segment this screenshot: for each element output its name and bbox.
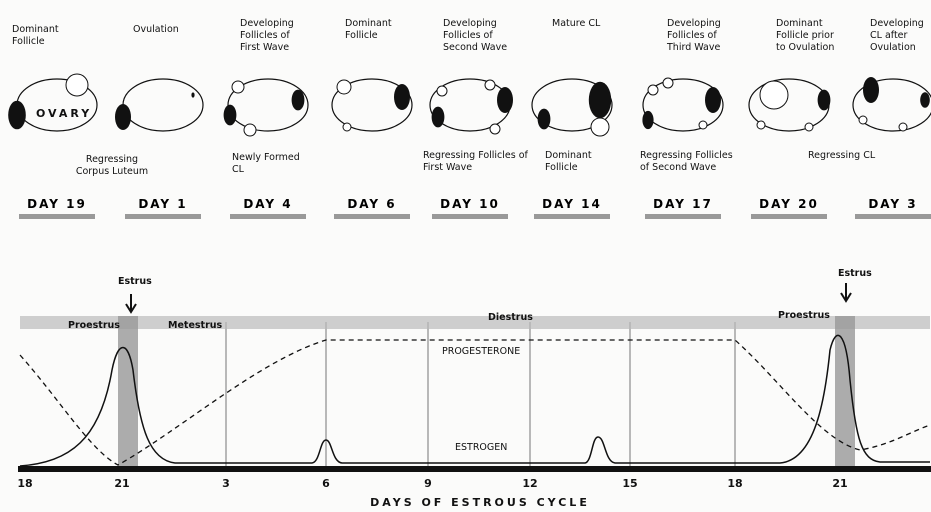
phase-label: Estrus <box>118 276 152 288</box>
corpus <box>589 82 611 118</box>
ovary <box>123 79 203 131</box>
tick-label: 18 <box>10 478 40 490</box>
corpus <box>705 87 721 113</box>
panel-label: Regressing Corpus Luteum <box>72 154 152 178</box>
panel-label: Developing Follicles of Third Wave <box>667 18 737 54</box>
follicle <box>591 118 609 136</box>
day-bar <box>751 214 827 219</box>
follicle <box>337 80 351 94</box>
follicle <box>648 85 658 95</box>
tick-label: 12 <box>515 478 545 490</box>
corpus <box>191 92 194 97</box>
follicle <box>899 123 907 131</box>
x-axis <box>18 466 931 472</box>
figure: Dominant Follicle OVARY Regressing Corpus … <box>0 0 931 512</box>
corpus <box>497 87 513 113</box>
panel-label: Ovulation <box>133 24 193 36</box>
follicle <box>859 116 867 124</box>
follicle <box>343 123 351 131</box>
corpus <box>642 111 653 129</box>
follicle <box>699 121 707 129</box>
phase-label: Proestrus <box>68 320 120 332</box>
tick-label: 21 <box>107 478 137 490</box>
axis-title: DAYS OF ESTROUS CYCLE <box>330 497 630 509</box>
panel-label: Developing CL after Ovulation <box>870 18 930 54</box>
panel-label: Dominant Follicle prior to Ovulation <box>776 18 846 54</box>
panel-label: Mature CL <box>552 18 612 30</box>
corpus <box>115 104 131 130</box>
day-bar <box>645 214 721 219</box>
phase-label: Metestrus <box>168 320 222 332</box>
tick-label: 6 <box>311 478 341 490</box>
day-label: DAY 10 <box>420 197 520 211</box>
panel-label: OVARY <box>36 108 106 120</box>
day-bar <box>334 214 410 219</box>
day-bar <box>19 214 95 219</box>
corpus <box>394 84 410 110</box>
day-label: DAY 3 <box>843 197 931 211</box>
day-bar <box>432 214 508 219</box>
tick-label: 9 <box>413 478 443 490</box>
arrow <box>126 294 136 312</box>
follicle <box>232 81 244 93</box>
follicle <box>244 124 256 136</box>
day-bar <box>855 214 931 219</box>
day-label: DAY 1 <box>113 197 213 211</box>
corpus <box>818 90 831 111</box>
panel-label: Regressing Follicles of First Wave <box>423 150 533 174</box>
phase-label: Diestrus <box>488 312 533 324</box>
panel-label: Dominant Follicle <box>12 24 72 48</box>
follicle <box>490 124 500 134</box>
day-bar <box>534 214 610 219</box>
day-bar <box>230 214 306 219</box>
curve-label: ESTROGEN <box>455 442 507 454</box>
tick-label: 3 <box>211 478 241 490</box>
tick-label: 21 <box>825 478 855 490</box>
panel-label: Dominant Follicle <box>345 18 405 42</box>
corpus <box>920 92 930 108</box>
day-label: DAY 4 <box>218 197 318 211</box>
corpus <box>292 90 305 111</box>
estrus-column <box>118 316 138 468</box>
corpus <box>863 77 879 103</box>
day-bar <box>125 214 201 219</box>
panel-label: Regressing Follicles of Second Wave <box>640 150 740 174</box>
panel-label: Developing Follicles of First Wave <box>240 18 310 54</box>
day-label: DAY 17 <box>633 197 733 211</box>
corpus <box>224 105 237 126</box>
follicle <box>66 74 88 96</box>
curve-label: PROGESTERONE <box>442 346 520 358</box>
corpus <box>538 109 551 130</box>
day-label: DAY 20 <box>739 197 839 211</box>
day-label: DAY 14 <box>522 197 622 211</box>
corpus <box>432 107 445 128</box>
follicle <box>485 80 495 90</box>
day-label: DAY 19 <box>7 197 107 211</box>
follicle <box>760 81 788 109</box>
phase-label: Proestrus <box>778 310 830 322</box>
panel-label: Regressing CL <box>808 150 888 162</box>
follicle <box>757 121 765 129</box>
follicle <box>805 123 813 131</box>
diagram <box>0 0 931 512</box>
arrow <box>841 283 851 301</box>
panel-label: Newly Formed CL <box>232 152 312 176</box>
tick-label: 15 <box>615 478 645 490</box>
tick-label: 18 <box>720 478 750 490</box>
panel-label: Dominant Follicle <box>545 150 605 174</box>
day-label: DAY 6 <box>322 197 422 211</box>
follicle <box>663 78 673 88</box>
panel-label: Developing Follicles of Second Wave <box>443 18 513 54</box>
follicle <box>437 86 447 96</box>
phase-label: Estrus <box>838 268 872 280</box>
corpus <box>8 101 26 130</box>
